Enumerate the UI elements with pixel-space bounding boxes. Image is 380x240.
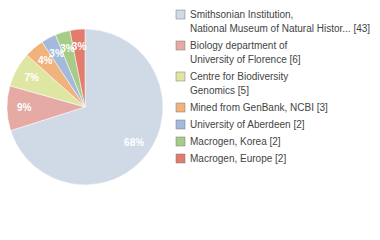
legend-swatch — [176, 103, 185, 112]
legend-label: Centre for BiodiversityGenomics [5] — [190, 71, 288, 96]
legend: Smithsonian Institution,National Museum … — [176, 9, 370, 164]
data-labels: 68%9%7%4%3%3%3% — [17, 41, 144, 148]
legend-swatch — [176, 120, 185, 129]
legend-label: Smithsonian Institution,National Museum … — [190, 9, 370, 34]
legend-swatch — [176, 10, 185, 19]
data-label: 68% — [124, 137, 144, 148]
legend-label: Macrogen, Korea [2] — [190, 136, 281, 147]
legend-swatch — [176, 137, 185, 146]
legend-label: Mined from GenBank, NCBI [3] — [190, 102, 328, 113]
pie — [7, 29, 163, 185]
data-label: 7% — [24, 72, 39, 83]
legend-label: Macrogen, Europe [2] — [190, 153, 286, 164]
data-label: 3% — [72, 41, 87, 52]
legend-swatch — [176, 41, 185, 50]
chart: 68%9%7%4%3%3%3%Smithsonian Institution,N… — [0, 0, 380, 240]
legend-swatch — [176, 72, 185, 81]
legend-label: Biology department ofUniversity of Flore… — [190, 40, 301, 65]
data-label: 9% — [17, 102, 32, 113]
legend-swatch — [176, 154, 185, 163]
legend-label: University of Aberdeen [2] — [190, 119, 305, 130]
